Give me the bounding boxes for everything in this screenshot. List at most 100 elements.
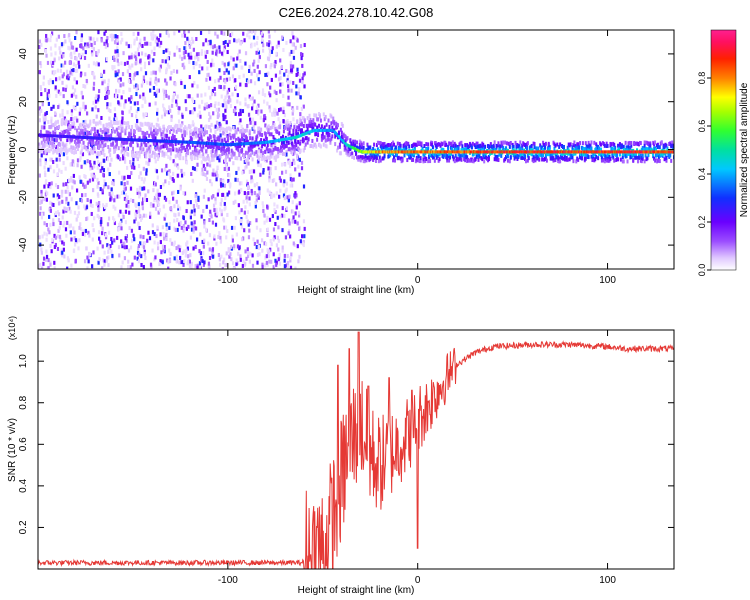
heatmap-noise-cell (46, 92, 49, 97)
heatmap-noise-cell (183, 30, 186, 35)
heatmap-noise-cell (123, 256, 127, 261)
heatmap-cell (110, 133, 113, 138)
heatmap-noise-cell (82, 182, 85, 187)
heatmap-noise-cell (181, 114, 184, 119)
heatmap-cell (449, 141, 452, 146)
heatmap-noise-cell (204, 125, 207, 130)
heatmap-noise-cell (107, 255, 110, 260)
heatmap-cell (281, 140, 284, 145)
heatmap-noise-cell (149, 77, 152, 82)
heatmap-cell (427, 142, 430, 147)
heatmap-noise-cell (209, 209, 212, 214)
heatmap-cell (261, 144, 264, 149)
heatmap-cell (293, 144, 296, 149)
heatmap-noise-cell (287, 95, 290, 100)
heatmap-noise-cell (97, 203, 100, 208)
heatmap-noise-cell (97, 30, 100, 35)
heatmap-noise-cell (106, 222, 110, 227)
heatmap-cell (237, 136, 240, 141)
heatmap-noise-cell (202, 244, 205, 249)
heatmap-noise-cell (215, 136, 218, 141)
heatmap-noise-cell (197, 204, 200, 209)
heatmap-cell (225, 128, 228, 133)
heatmap-noise-cell (262, 170, 265, 175)
heatmap-noise-cell (249, 79, 253, 84)
heatmap-noise-cell (93, 149, 97, 154)
heatmap-noise-cell (289, 39, 292, 44)
heatmap-cell (537, 146, 540, 151)
heatmap-noise-cell (260, 31, 263, 36)
heatmap-noise-cell (107, 185, 110, 190)
heatmap-noise-cell (168, 51, 171, 56)
heatmap-noise-cell (70, 51, 73, 56)
heatmap-noise-cell (96, 184, 99, 189)
heatmap-cell (412, 148, 415, 153)
heatmap-cell (179, 152, 182, 157)
heatmap-noise-cell (200, 49, 204, 54)
heatmap-cell (406, 158, 409, 163)
heatmap-noise-cell (227, 100, 230, 105)
heatmap-noise-cell (252, 123, 255, 128)
heatmap-noise-cell (167, 154, 170, 159)
heatmap-noise-cell (236, 244, 240, 249)
heatmap-noise-cell (81, 152, 85, 157)
heatmap-cell (535, 146, 538, 151)
heatmap-noise-cell (154, 70, 157, 75)
heatmap-noise-cell (242, 31, 245, 36)
heatmap-noise-cell (68, 206, 71, 211)
heatmap-noise-cell (144, 41, 147, 46)
heatmap-cell (322, 112, 325, 117)
heatmap-cell (586, 144, 589, 149)
heatmap-cell (466, 143, 469, 148)
heatmap-noise-cell (45, 197, 48, 202)
heatmap-noise-cell (200, 171, 203, 176)
heatmap-noise-cell (116, 58, 119, 63)
heatmap-cell (182, 138, 185, 143)
heatmap-noise-cell (136, 101, 139, 106)
heatmap-cell (288, 127, 291, 132)
heatmap-noise-cell (155, 93, 158, 98)
heatmap-noise-cell (238, 210, 241, 215)
heatmap-noise-cell (213, 92, 217, 97)
heatmap-cell (292, 128, 295, 133)
heatmap-cell (494, 147, 497, 152)
heatmap-noise-cell (167, 266, 170, 269)
heatmap-noise-cell (300, 160, 304, 165)
heatmap-noise-cell (291, 209, 294, 214)
heatmap-noise-cell (248, 64, 251, 69)
heatmap-cell (316, 125, 319, 130)
heatmap-cell (544, 153, 547, 158)
heatmap-noise-cell (75, 56, 78, 61)
heatmap-noise-cell (238, 181, 242, 186)
heatmap-noise-cell (215, 177, 218, 182)
heatmap-noise-cell (262, 168, 265, 173)
heatmap-cell (497, 158, 500, 163)
heatmap-noise-cell (71, 85, 75, 90)
heatmap-noise-cell (277, 247, 280, 252)
heatmap-noise-cell (277, 257, 280, 262)
heatmap-cell (571, 145, 574, 150)
heatmap-cell (168, 142, 171, 147)
heatmap-noise-cell (82, 105, 85, 110)
heatmap-noise-cell (113, 113, 117, 118)
heatmap-noise-cell (239, 257, 242, 262)
heatmap-noise-cell (72, 105, 75, 110)
heatmap-noise-cell (65, 196, 68, 201)
heatmap-noise-cell (177, 212, 180, 217)
heatmap-cell (452, 156, 455, 161)
heatmap-noise-cell (194, 198, 198, 203)
heatmap-noise-cell (149, 41, 152, 46)
heatmap-noise-cell (257, 195, 260, 200)
heatmap-noise-cell (75, 217, 78, 222)
heatmap-noise-cell (83, 55, 87, 60)
heatmap-cell (524, 156, 527, 161)
heatmap-noise-cell (59, 238, 62, 243)
heatmap-cell (210, 139, 213, 144)
heatmap-noise-cell (122, 156, 125, 161)
heatmap-cell (183, 145, 186, 150)
heatmap-noise-cell (145, 168, 148, 173)
heatmap-noise-cell (40, 42, 43, 47)
heatmap-noise-cell (50, 157, 53, 162)
heatmap-noise-cell (228, 95, 231, 100)
heatmap-noise-cell (208, 255, 212, 260)
